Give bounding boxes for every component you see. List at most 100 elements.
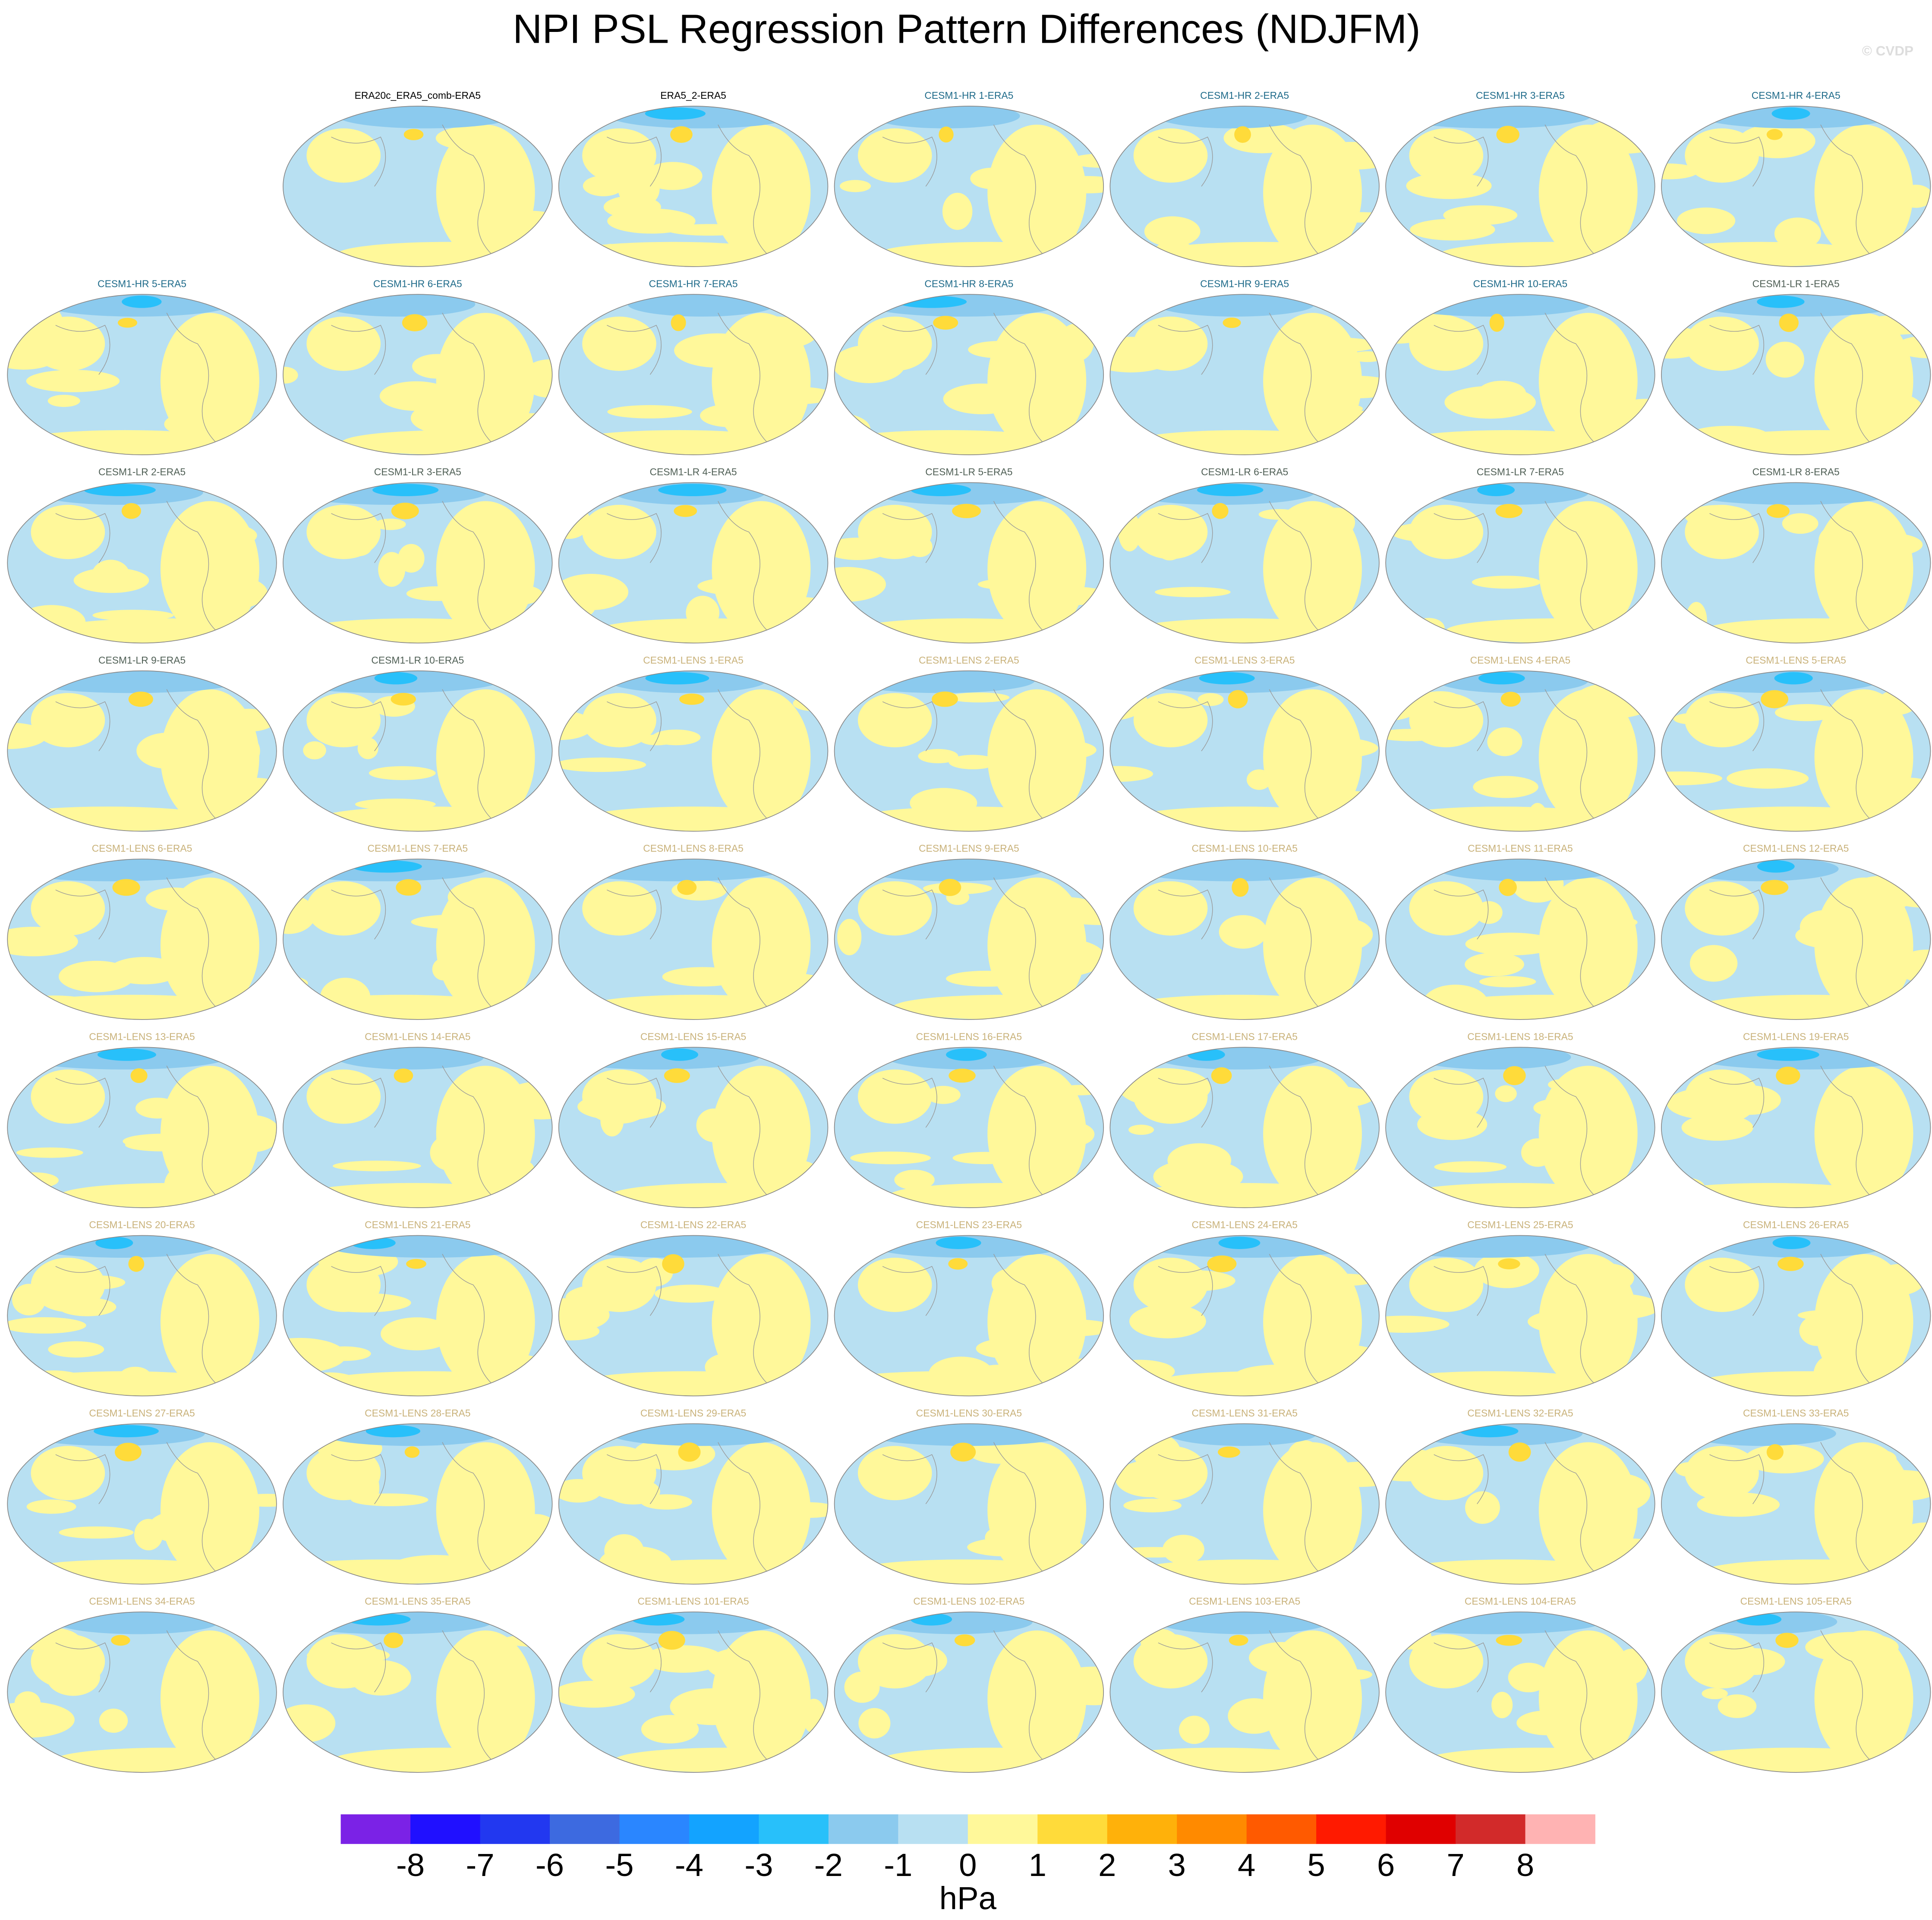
map-panel: CESM1-LENS 103-ERA5 xyxy=(1109,1596,1380,1773)
panel-title: CESM1-LR 2-ERA5 xyxy=(98,466,186,478)
map-region xyxy=(643,162,703,190)
coastline xyxy=(882,689,1043,819)
map-outline xyxy=(7,1612,277,1773)
panel-title: CESM1-LENS 6-ERA5 xyxy=(92,843,192,854)
map-outline xyxy=(1661,1235,1931,1397)
panel-title: CESM1-HR 4-ERA5 xyxy=(1752,90,1841,101)
map-region xyxy=(936,1237,981,1249)
map-region xyxy=(117,318,138,328)
map-region xyxy=(1199,672,1255,685)
map-panel: CESM1-LENS 6-ERA5 xyxy=(7,843,277,1020)
map-region xyxy=(737,972,821,985)
map-region xyxy=(890,1644,947,1677)
map-region xyxy=(1386,1316,1450,1333)
map-region xyxy=(1555,1656,1589,1690)
map-region xyxy=(220,708,276,732)
map-region xyxy=(987,124,1087,261)
map-region xyxy=(394,1068,413,1083)
coastline xyxy=(607,689,768,819)
map-region xyxy=(918,749,958,764)
panel-title: CESM1-LENS 12-ERA5 xyxy=(1743,843,1849,854)
map-region xyxy=(1336,1669,1372,1680)
map-outline xyxy=(834,859,1104,1020)
map-field xyxy=(1110,1423,1379,1584)
map-field xyxy=(834,1047,1104,1208)
map-region xyxy=(1058,1085,1102,1095)
map-region xyxy=(577,1371,800,1396)
map-outline xyxy=(7,294,277,456)
map-region xyxy=(160,1066,259,1202)
map-region xyxy=(381,1317,453,1350)
map-field xyxy=(7,1235,277,1396)
panel-title: CESM1-LENS 22-ERA5 xyxy=(640,1219,746,1231)
map-region xyxy=(1386,1235,1592,1258)
panel-title: CESM1-HR 7-ERA5 xyxy=(649,278,738,289)
colorbar-label: 8 xyxy=(1516,1847,1534,1883)
map-region xyxy=(1478,672,1525,685)
map-region xyxy=(1563,179,1598,198)
map-outline xyxy=(1661,1423,1931,1585)
map-region xyxy=(1465,932,1557,956)
map-region xyxy=(1386,1448,1450,1482)
colorbar-box xyxy=(759,1814,829,1844)
map-panel: CESM1-LR 9-ERA5 xyxy=(7,655,277,832)
map-region xyxy=(1667,1087,1754,1120)
panel-title: CESM1-LENS 102-ERA5 xyxy=(913,1596,1024,1607)
map-region xyxy=(948,1258,968,1270)
map-region xyxy=(1761,880,1789,895)
map-panel: CESM1-LR 8-ERA5 xyxy=(1661,466,1931,644)
map-region xyxy=(1614,249,1655,267)
map-region xyxy=(987,1630,1087,1766)
map-region xyxy=(658,484,727,496)
map-panel: CESM1-LENS 22-ERA5 xyxy=(558,1219,829,1397)
map-region xyxy=(1110,1747,1330,1772)
map-region xyxy=(97,1048,156,1061)
map-region xyxy=(1294,908,1358,931)
map-panel: CESM1-LENS 8-ERA5 xyxy=(558,843,829,1020)
map-region xyxy=(1270,945,1314,959)
map-region xyxy=(436,1254,535,1390)
map-region xyxy=(878,1612,1033,1634)
panel-title: CESM1-LENS 9-ERA5 xyxy=(919,843,1019,854)
colorbar-box xyxy=(1525,1814,1595,1844)
map-region xyxy=(59,520,81,548)
map-panel: CESM1-HR 10-ERA5 xyxy=(1385,278,1655,456)
colorbar-box xyxy=(689,1814,760,1844)
map-panel: CESM1-HR 3-ERA5 xyxy=(1385,90,1655,267)
map-panel: CESM1-LENS 30-ERA5 xyxy=(834,1407,1104,1585)
map-region xyxy=(1702,1688,1728,1700)
map-panel: CESM1-LENS 12-ERA5 xyxy=(1661,843,1931,1020)
colorbar-box xyxy=(1037,1814,1108,1844)
panel-title: CESM1-LENS 11-ERA5 xyxy=(1468,843,1573,854)
map-region xyxy=(677,880,697,895)
map-panel: CESM1-LENS 11-ERA5 xyxy=(1385,843,1655,1020)
map-field xyxy=(283,670,552,831)
map-panel: CESM1-LENS 32-ERA5 xyxy=(1385,1407,1655,1585)
map-region xyxy=(1765,341,1804,378)
map-region xyxy=(1891,1759,1931,1772)
map-region xyxy=(31,1446,105,1501)
map-region xyxy=(1126,995,1349,1020)
map-region xyxy=(674,505,697,517)
panel-title: CESM1-LENS 35-ERA5 xyxy=(365,1596,470,1607)
map-region xyxy=(834,538,890,560)
panel-title: CESM1-LR 10-ERA5 xyxy=(371,655,464,666)
map-region xyxy=(366,1425,420,1438)
coastline xyxy=(882,1065,1043,1196)
coastline xyxy=(607,1254,768,1384)
map-region xyxy=(1560,592,1626,607)
map-region xyxy=(372,484,439,496)
map-region xyxy=(391,503,419,519)
map-region xyxy=(1722,1648,1785,1675)
map-region xyxy=(1697,1492,1780,1517)
coastline xyxy=(882,501,1043,631)
map-region xyxy=(283,367,298,384)
map-field xyxy=(1110,670,1379,831)
map-outline xyxy=(283,1612,553,1773)
map-region xyxy=(857,1446,932,1501)
map-region xyxy=(1708,430,1931,455)
map-region xyxy=(13,1371,236,1396)
map-panel: CESM1-LENS 13-ERA5 xyxy=(7,1031,277,1208)
map-region xyxy=(1685,693,1759,748)
map-region xyxy=(1294,1344,1379,1369)
